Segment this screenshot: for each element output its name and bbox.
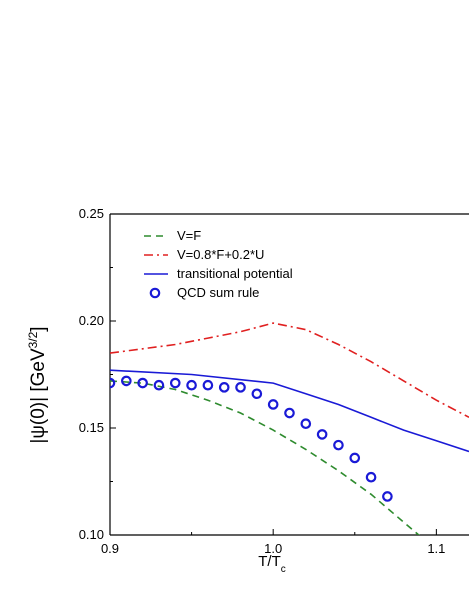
sum-rule-marker xyxy=(365,471,377,483)
sum-rule-marker xyxy=(121,375,132,387)
x-tick-label: 1.1 xyxy=(427,541,445,556)
sum-rule-marker xyxy=(153,379,165,391)
y-tick-label: 0.15 xyxy=(79,420,104,435)
y-tick-label: 0.25 xyxy=(79,206,104,221)
legend-label: QCD sum rule xyxy=(177,285,259,300)
x-axis-title: T/Tc xyxy=(258,553,286,575)
sum-rule-marker xyxy=(235,382,246,393)
axes: 0.10 0.15 0.20 0.25 0.9 1.0 1.1 xyxy=(79,206,469,556)
legend: V=F V=0.8*F+0.2*U transitional potential QC… xyxy=(144,228,293,300)
sum-rule-marker xyxy=(267,399,279,410)
legend-label: V=F xyxy=(177,228,201,243)
sum-rule-marker xyxy=(333,439,344,451)
x-tick-label: 0.9 xyxy=(101,541,119,556)
legend-marker xyxy=(149,287,161,299)
sum-rule-marker xyxy=(316,429,328,440)
series-line-2 xyxy=(110,369,469,453)
legend-label: V=0.8*F+0.2*U xyxy=(177,247,264,262)
sum-rule-marker xyxy=(202,379,214,391)
sum-rule-marker xyxy=(169,377,181,389)
y-axis-title: |ψ(0)| [GeV3/2] xyxy=(26,326,49,443)
y-tick-label: 0.20 xyxy=(79,313,104,328)
plot-series xyxy=(110,322,469,535)
sum-rule-marker xyxy=(300,418,312,430)
sum-rule-marker xyxy=(284,407,295,419)
sum-rule-marker xyxy=(186,379,197,391)
sum-rule-marker xyxy=(137,377,148,389)
sum-rule-marker xyxy=(349,452,361,464)
series-line-1 xyxy=(110,322,469,419)
sum-rule-marker xyxy=(382,491,393,502)
sum-rule-marker xyxy=(218,382,230,393)
sum-rule-marker xyxy=(251,388,263,400)
series-line-0 xyxy=(110,380,420,535)
sum-rule-marker xyxy=(110,377,116,389)
x-tick-label: 1.0 xyxy=(264,541,282,556)
y-tick-label: 0.10 xyxy=(79,527,104,542)
legend-label: transitional potential xyxy=(177,266,293,281)
